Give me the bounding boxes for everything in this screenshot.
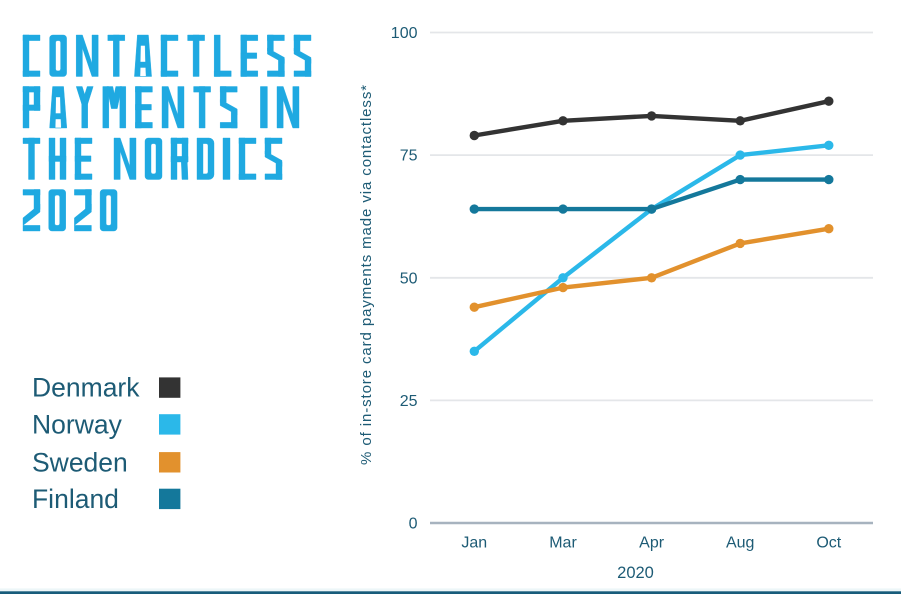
svg-text:Jan: Jan — [461, 535, 487, 552]
svg-text:50: 50 — [400, 270, 418, 287]
svg-text:Sweden: Sweden — [32, 448, 128, 478]
svg-text:Finland: Finland — [32, 484, 119, 514]
svg-text:75: 75 — [400, 148, 418, 165]
svg-text:25: 25 — [400, 393, 418, 410]
svg-text:Mar: Mar — [549, 535, 577, 552]
svg-text:100: 100 — [391, 25, 418, 42]
svg-text:Apr: Apr — [639, 535, 665, 552]
svg-text:Norway: Norway — [32, 410, 123, 440]
svg-text:2020: 2020 — [617, 564, 654, 582]
svg-text:Oct: Oct — [816, 535, 841, 552]
svg-text:Aug: Aug — [726, 535, 754, 552]
svg-text:% of in-store card payments ma: % of in-store card payments made via con… — [358, 84, 375, 465]
svg-text:Denmark: Denmark — [32, 372, 140, 402]
svg-text:0: 0 — [409, 516, 418, 533]
